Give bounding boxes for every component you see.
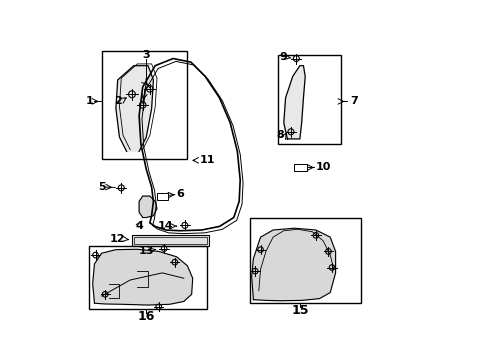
Text: 5: 5: [98, 182, 105, 192]
Text: 10: 10: [315, 162, 331, 172]
Polygon shape: [116, 66, 153, 152]
Text: 3: 3: [142, 50, 150, 60]
Text: 13: 13: [138, 247, 154, 256]
Text: 4: 4: [135, 221, 143, 231]
Polygon shape: [139, 196, 157, 217]
Text: 1: 1: [85, 96, 93, 107]
Text: 14: 14: [158, 221, 173, 231]
Text: 9: 9: [279, 52, 286, 62]
Text: 8: 8: [276, 130, 284, 140]
Bar: [132, 235, 208, 246]
Bar: [134, 237, 206, 244]
Bar: [278, 55, 340, 144]
Bar: [156, 193, 168, 199]
Bar: [249, 217, 360, 303]
Text: 12: 12: [110, 234, 125, 244]
Polygon shape: [283, 66, 305, 139]
Text: 16: 16: [137, 310, 155, 323]
Bar: [102, 51, 187, 158]
Text: 2: 2: [114, 96, 122, 107]
Text: 7: 7: [349, 96, 357, 107]
Text: 6: 6: [176, 189, 184, 199]
Bar: [89, 246, 206, 309]
Text: 11: 11: [200, 156, 215, 165]
Polygon shape: [251, 228, 335, 301]
Polygon shape: [93, 249, 192, 305]
Text: 15: 15: [290, 304, 308, 317]
Bar: [294, 164, 306, 171]
